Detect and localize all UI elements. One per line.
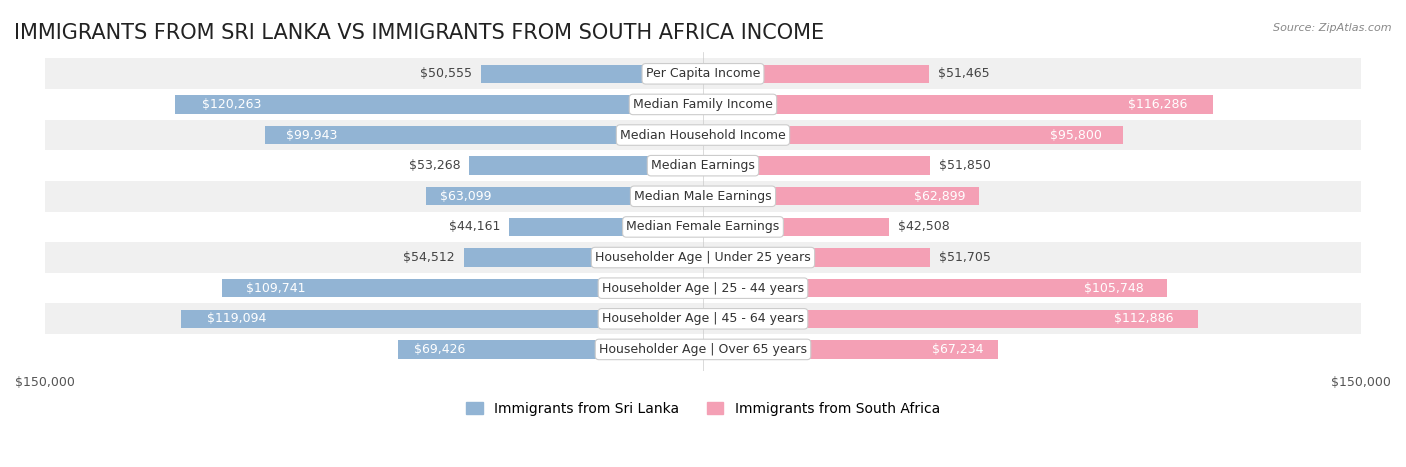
Text: $116,286: $116,286: [1128, 98, 1188, 111]
Bar: [703, 218, 890, 236]
Bar: [481, 64, 703, 83]
Bar: [45, 242, 1361, 273]
Bar: [45, 89, 1361, 120]
Bar: [264, 126, 703, 144]
Bar: [45, 58, 1361, 89]
Text: $119,094: $119,094: [207, 312, 266, 325]
Text: $67,234: $67,234: [932, 343, 983, 356]
Text: $54,512: $54,512: [404, 251, 456, 264]
Text: IMMIGRANTS FROM SRI LANKA VS IMMIGRANTS FROM SOUTH AFRICA INCOME: IMMIGRANTS FROM SRI LANKA VS IMMIGRANTS …: [14, 23, 824, 43]
Bar: [703, 126, 1123, 144]
Text: Source: ZipAtlas.com: Source: ZipAtlas.com: [1274, 23, 1392, 33]
Bar: [45, 212, 1361, 242]
Text: $44,161: $44,161: [449, 220, 501, 234]
Bar: [222, 279, 703, 297]
Bar: [464, 248, 703, 267]
Bar: [703, 95, 1213, 113]
Text: Householder Age | Under 25 years: Householder Age | Under 25 years: [595, 251, 811, 264]
Bar: [509, 218, 703, 236]
Text: Median Male Earnings: Median Male Earnings: [634, 190, 772, 203]
Text: $53,268: $53,268: [409, 159, 461, 172]
Bar: [45, 120, 1361, 150]
Bar: [426, 187, 703, 205]
Text: Householder Age | 45 - 64 years: Householder Age | 45 - 64 years: [602, 312, 804, 325]
Text: $51,705: $51,705: [939, 251, 990, 264]
Text: Householder Age | 25 - 44 years: Householder Age | 25 - 44 years: [602, 282, 804, 295]
Bar: [45, 334, 1361, 365]
Text: Per Capita Income: Per Capita Income: [645, 67, 761, 80]
Bar: [703, 279, 1167, 297]
Text: Median Family Income: Median Family Income: [633, 98, 773, 111]
Text: $51,465: $51,465: [938, 67, 990, 80]
Bar: [398, 340, 703, 359]
Text: $120,263: $120,263: [202, 98, 262, 111]
Bar: [45, 273, 1361, 304]
Bar: [703, 187, 979, 205]
Text: $42,508: $42,508: [898, 220, 950, 234]
Bar: [45, 304, 1361, 334]
Text: $62,899: $62,899: [914, 190, 965, 203]
Bar: [703, 64, 929, 83]
Bar: [176, 95, 703, 113]
Bar: [470, 156, 703, 175]
Text: $69,426: $69,426: [413, 343, 465, 356]
Text: $50,555: $50,555: [420, 67, 472, 80]
Bar: [45, 150, 1361, 181]
Bar: [180, 310, 703, 328]
Text: Median Female Earnings: Median Female Earnings: [627, 220, 779, 234]
Text: $51,850: $51,850: [939, 159, 991, 172]
Text: $95,800: $95,800: [1050, 128, 1102, 142]
Bar: [703, 248, 929, 267]
Bar: [703, 156, 931, 175]
Bar: [703, 310, 1198, 328]
Text: $112,886: $112,886: [1114, 312, 1174, 325]
Text: $63,099: $63,099: [440, 190, 492, 203]
Text: $105,748: $105,748: [1084, 282, 1143, 295]
Text: $99,943: $99,943: [287, 128, 337, 142]
Bar: [703, 340, 998, 359]
Legend: Immigrants from Sri Lanka, Immigrants from South Africa: Immigrants from Sri Lanka, Immigrants fr…: [461, 396, 945, 421]
Text: Median Earnings: Median Earnings: [651, 159, 755, 172]
Text: Median Household Income: Median Household Income: [620, 128, 786, 142]
Text: $109,741: $109,741: [246, 282, 305, 295]
Bar: [45, 181, 1361, 212]
Text: Householder Age | Over 65 years: Householder Age | Over 65 years: [599, 343, 807, 356]
